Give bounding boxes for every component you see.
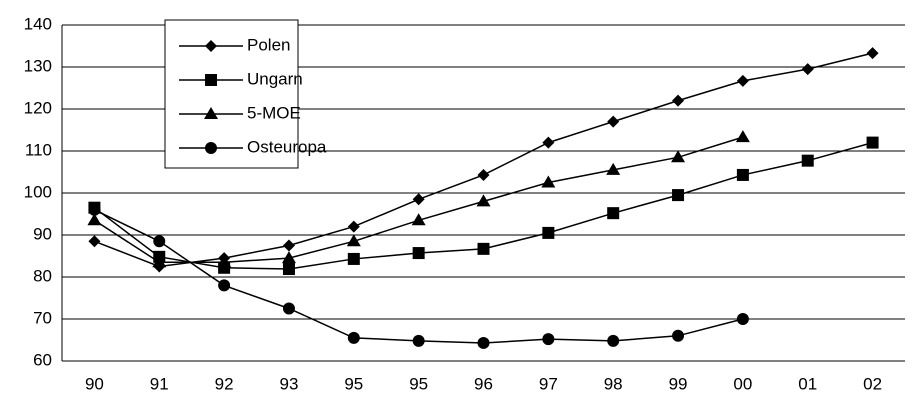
marker bbox=[542, 333, 555, 346]
marker bbox=[152, 255, 167, 268]
x-tick-label: 98 bbox=[604, 374, 623, 393]
x-tick-label: 93 bbox=[280, 374, 299, 393]
x-tick-label: 95 bbox=[344, 374, 363, 393]
marker bbox=[672, 189, 685, 202]
y-tick-label: 100 bbox=[24, 182, 52, 201]
marker bbox=[801, 63, 814, 76]
x-tick-label: 91 bbox=[150, 374, 169, 393]
marker bbox=[88, 203, 101, 216]
x-tick-label: 90 bbox=[85, 374, 104, 393]
x-tick-label: 95 bbox=[409, 374, 428, 393]
marker bbox=[347, 252, 360, 265]
marker bbox=[153, 235, 166, 248]
y-tick-label: 120 bbox=[24, 98, 52, 117]
marker bbox=[412, 247, 425, 260]
marker bbox=[801, 154, 814, 167]
legend-label: 5-MOE bbox=[247, 103, 301, 122]
marker bbox=[346, 234, 361, 247]
marker bbox=[607, 207, 620, 220]
marker bbox=[87, 213, 102, 226]
marker bbox=[411, 213, 426, 226]
marker bbox=[542, 226, 555, 239]
marker bbox=[412, 334, 425, 347]
marker bbox=[282, 239, 295, 252]
marker bbox=[477, 168, 490, 181]
x-tick-label: 02 bbox=[863, 374, 882, 393]
marker bbox=[282, 302, 295, 315]
marker bbox=[672, 329, 685, 342]
marker bbox=[476, 194, 491, 207]
marker bbox=[282, 263, 295, 276]
legend-box bbox=[164, 19, 299, 169]
marker bbox=[607, 334, 620, 347]
marker bbox=[541, 175, 556, 188]
marker bbox=[412, 193, 425, 206]
x-tick-label: 96 bbox=[474, 374, 493, 393]
marker bbox=[205, 40, 217, 52]
marker bbox=[205, 142, 217, 154]
marker bbox=[281, 251, 296, 264]
y-tick-label: 90 bbox=[33, 224, 52, 243]
marker bbox=[866, 47, 879, 60]
x-tick-label: 97 bbox=[539, 374, 558, 393]
marker bbox=[205, 74, 217, 86]
series-line bbox=[94, 209, 744, 344]
y-tick-label: 70 bbox=[33, 308, 52, 327]
marker bbox=[204, 107, 218, 119]
marker bbox=[88, 235, 101, 248]
marker bbox=[736, 74, 749, 87]
y-tick-label: 80 bbox=[33, 266, 52, 285]
y-tick-label: 110 bbox=[25, 140, 52, 159]
marker bbox=[606, 162, 621, 175]
x-tick-label: 99 bbox=[669, 374, 688, 393]
marker bbox=[217, 255, 232, 268]
legend-label: Osteuropa bbox=[247, 137, 327, 156]
marker bbox=[736, 313, 749, 325]
x-tick-label: 01 bbox=[798, 374, 817, 393]
marker bbox=[736, 168, 749, 181]
marker bbox=[477, 242, 490, 255]
y-tick-label: 60 bbox=[33, 350, 52, 369]
marker bbox=[607, 115, 620, 128]
marker bbox=[542, 136, 555, 149]
marker bbox=[347, 331, 360, 344]
marker bbox=[866, 136, 879, 149]
x-tick-label: 00 bbox=[733, 374, 752, 393]
marker bbox=[671, 150, 686, 163]
legend-label: Ungarn bbox=[247, 69, 303, 88]
x-tick-label: 92 bbox=[215, 374, 234, 393]
y-tick-label: 140 bbox=[24, 14, 52, 33]
marker bbox=[477, 336, 490, 349]
marker bbox=[672, 94, 685, 107]
y-tick-label: 130 bbox=[24, 56, 52, 75]
legend-label: Polen bbox=[247, 35, 290, 54]
marker bbox=[218, 279, 231, 292]
marker bbox=[735, 130, 750, 143]
marker bbox=[347, 220, 360, 233]
